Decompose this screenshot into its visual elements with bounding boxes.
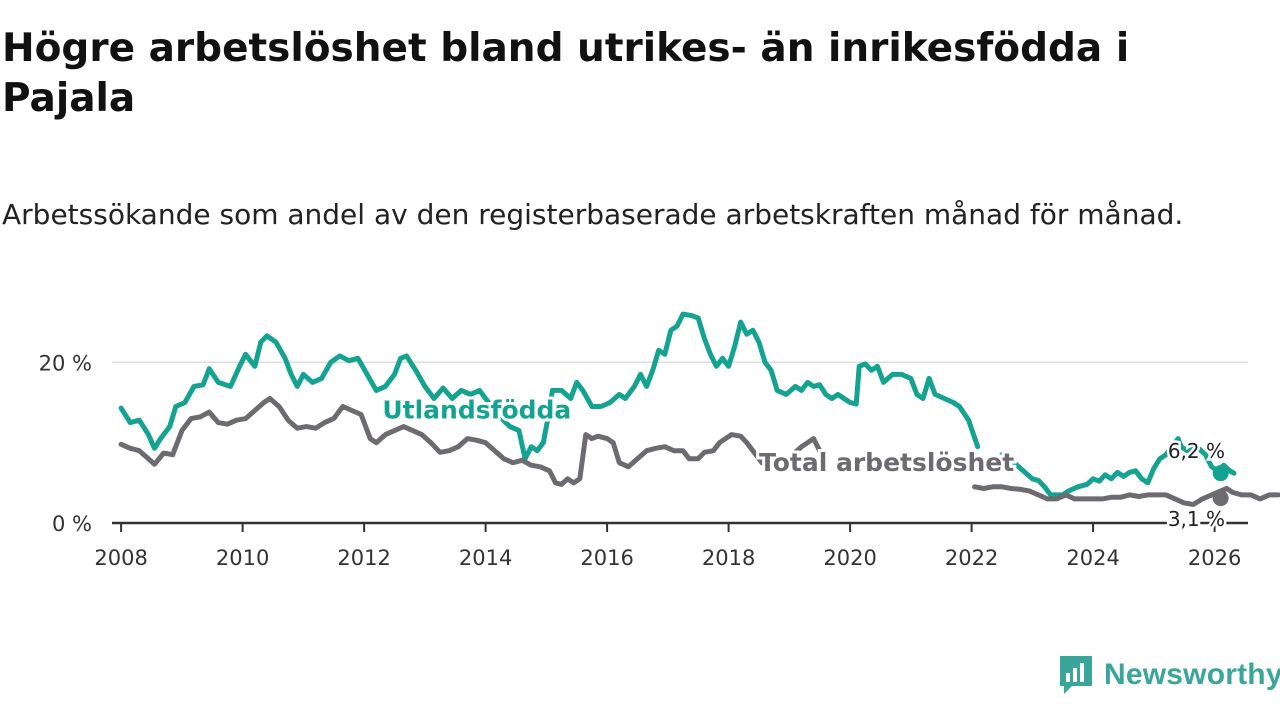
chart-subtitle: Arbetssökande som andel av den registerb… (2, 198, 1184, 231)
series (118, 311, 1280, 507)
end-point-utlandsfodda (1212, 465, 1229, 482)
chart-title: Högre arbetslöshet bland utrikes- än inr… (2, 26, 1130, 121)
series-line-utlandsfodda-part-2 (999, 436, 1237, 498)
x-tick-label: 2014 (459, 546, 512, 570)
x-tick-label: 2010 (216, 546, 269, 570)
y-tick-label: 0 % (52, 512, 92, 536)
y-tick-label: 20 % (39, 351, 92, 375)
series-line-utlandsfodda-part-1 (118, 311, 981, 462)
newsworthy-logo: Newsworthy (1058, 654, 1280, 696)
end-point-total-arbetsloshet (1212, 490, 1229, 507)
x-tick-label: 2024 (1066, 546, 1119, 570)
x-tick-label: 2022 (945, 546, 998, 570)
x-tick-label: 2016 (580, 546, 633, 570)
series-label-utlandsfodda: Utlandsfödda (382, 396, 571, 425)
brand-name: Newsworthy (1104, 658, 1280, 691)
series-line-total-arbetsloshet-part-2 (972, 484, 1280, 507)
x-tick-label: 2008 (94, 546, 147, 570)
line-chart: 0 % 20 % 2008 2010 2012 2014 2016 2018 2020 2022… (39, 311, 1280, 570)
newsworthy-logo-icon (1060, 656, 1092, 694)
x-tick-label: 2012 (337, 546, 390, 570)
end-label-utlandsfodda: 6,2 % (1168, 439, 1225, 463)
x-tick-label: 2026 (1188, 546, 1241, 570)
end-label-total-arbetsloshet: 3,1 % (1168, 507, 1225, 531)
x-axis-ticks: 2008 2010 2012 2014 2016 2018 2020 2022 2024 2026 (94, 523, 1241, 570)
series-line-total-arbetsloshet-part-1 (118, 396, 829, 487)
x-tick-label: 2020 (823, 546, 876, 570)
series-labels: Utlandsfödda Total arbetslöshet 6,2 % 3,… (379, 393, 1227, 534)
series-label-total-arbetsloshet: Total arbetslöshet (759, 448, 1014, 477)
y-axis-ticks: 0 % 20 % (39, 351, 92, 536)
x-tick-label: 2018 (702, 546, 755, 570)
